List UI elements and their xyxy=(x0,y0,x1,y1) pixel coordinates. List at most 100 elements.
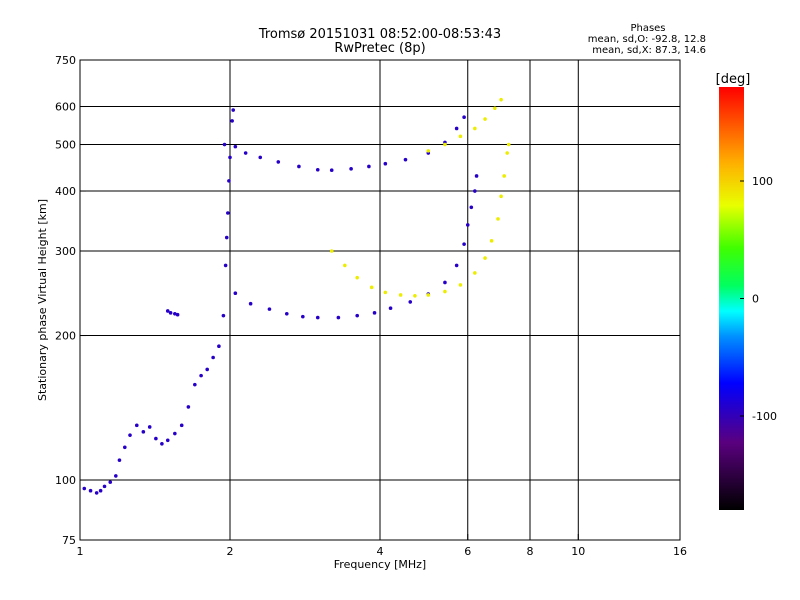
y-tick-label: 750 xyxy=(55,54,76,67)
data-point-o xyxy=(297,164,301,169)
data-point-o xyxy=(193,382,197,387)
data-point-o xyxy=(141,430,146,434)
data-point-x xyxy=(489,239,494,243)
data-point-o xyxy=(211,355,215,360)
data-point-x xyxy=(383,290,388,295)
data-point-o xyxy=(165,309,170,313)
data-point-o xyxy=(267,307,272,311)
x-tick-label: 16 xyxy=(673,545,687,558)
colorbar-tick-label: 100 xyxy=(752,175,773,188)
data-point-x xyxy=(499,194,503,199)
legend-title: Phases xyxy=(630,23,665,34)
data-point-x xyxy=(413,293,417,298)
data-point-o xyxy=(221,313,226,318)
data-point-o xyxy=(367,164,371,169)
data-point-o xyxy=(383,161,388,166)
data-point-x xyxy=(426,149,431,153)
data-point-o xyxy=(160,441,164,446)
data-point-o xyxy=(134,423,139,428)
data-point-o xyxy=(173,431,177,436)
data-point-o xyxy=(179,423,184,428)
data-point-o xyxy=(473,189,477,193)
data-point-o xyxy=(108,480,113,484)
data-point-x xyxy=(458,283,463,287)
data-point-o xyxy=(258,155,263,160)
data-point-o xyxy=(88,488,93,493)
data-point-x xyxy=(506,142,511,147)
data-point-o xyxy=(102,484,107,489)
data-point-x xyxy=(496,217,500,221)
legend-line-o: mean, sd,O: -92.8, 12.8 xyxy=(588,34,706,45)
x-tick-label: 2 xyxy=(227,545,234,558)
data-point-o xyxy=(117,458,122,462)
data-point-o xyxy=(276,160,281,164)
y-tick-label: 600 xyxy=(55,101,76,114)
data-point-o xyxy=(336,315,341,320)
data-point-o xyxy=(408,300,413,304)
y-tick-label: 500 xyxy=(55,139,76,152)
data-point-x xyxy=(369,285,374,290)
data-point-x xyxy=(343,263,347,268)
data-point-o xyxy=(128,433,132,437)
y-tick-label: 75 xyxy=(62,534,76,547)
data-point-o xyxy=(233,291,238,296)
data-point-o xyxy=(388,306,393,311)
data-point-o xyxy=(301,314,305,319)
data-point-o xyxy=(173,311,177,316)
data-point-x xyxy=(443,289,447,294)
plot-area: 1 2 4 6 8 10 16 75 100 200 300 400 500 600 750 xyxy=(55,54,687,558)
data-point-o xyxy=(355,313,359,318)
data-point-o xyxy=(228,155,232,160)
data-point-x xyxy=(426,293,431,297)
data-point-o xyxy=(224,235,229,240)
y-tick-label: 400 xyxy=(55,185,76,198)
y-tick-label: 100 xyxy=(55,474,76,487)
data-point-o xyxy=(243,151,248,155)
data-point-o xyxy=(217,344,221,349)
data-point-x xyxy=(499,97,503,102)
data-point-o xyxy=(186,405,191,409)
data-point-o xyxy=(205,367,209,372)
data-point-x xyxy=(505,151,509,155)
colorbar-tick-label: 0 xyxy=(752,293,759,306)
data-point-o xyxy=(349,167,353,171)
data-point-o xyxy=(443,280,447,285)
data-point-o xyxy=(284,311,289,316)
data-point-o xyxy=(175,312,180,317)
y-axis-label: Stationary phase Virtual Height [km] xyxy=(36,199,49,401)
data-point-x xyxy=(473,271,477,275)
colorbar-ticks: -100 0 100 xyxy=(740,175,777,423)
data-point-o xyxy=(465,223,470,227)
data-point-o xyxy=(372,311,377,315)
data-point-x xyxy=(493,106,497,111)
x-axis-ticks: 1 2 4 6 8 10 16 xyxy=(77,534,687,558)
y-axis-ticks: 75 100 200 300 400 500 600 750 xyxy=(55,54,86,547)
data-point-o xyxy=(168,311,173,315)
x-tick-label: 10 xyxy=(571,545,585,558)
data-point-o xyxy=(122,445,127,450)
data-point-o xyxy=(230,119,234,123)
data-point-o xyxy=(154,436,158,441)
data-point-o xyxy=(114,474,118,478)
colorbar-label: [deg] xyxy=(716,72,751,87)
data-point-o xyxy=(226,211,230,215)
data-point-o xyxy=(315,167,320,172)
data-point-x xyxy=(398,293,403,297)
data-point-o xyxy=(329,168,334,173)
data-point-o xyxy=(403,157,408,162)
data-point-x xyxy=(483,117,487,121)
colorbar: [deg] -100 0 100 xyxy=(716,72,777,510)
x-tick-label: 4 xyxy=(377,545,384,558)
data-point-o xyxy=(94,491,99,495)
y-tick-label: 300 xyxy=(55,245,76,258)
chart-subtitle: RwPretec (8p) xyxy=(334,41,425,56)
data-point-o xyxy=(199,373,203,378)
data-point-o xyxy=(233,144,238,149)
gridlines xyxy=(80,60,680,540)
x-axis-label: Frequency [MHz] xyxy=(334,558,426,571)
data-point-o xyxy=(147,425,152,429)
x-tick-label: 1 xyxy=(77,545,84,558)
legend-line-x: mean, sd,X: 87.3, 14.6 xyxy=(592,45,706,56)
data-point-x xyxy=(458,134,463,139)
